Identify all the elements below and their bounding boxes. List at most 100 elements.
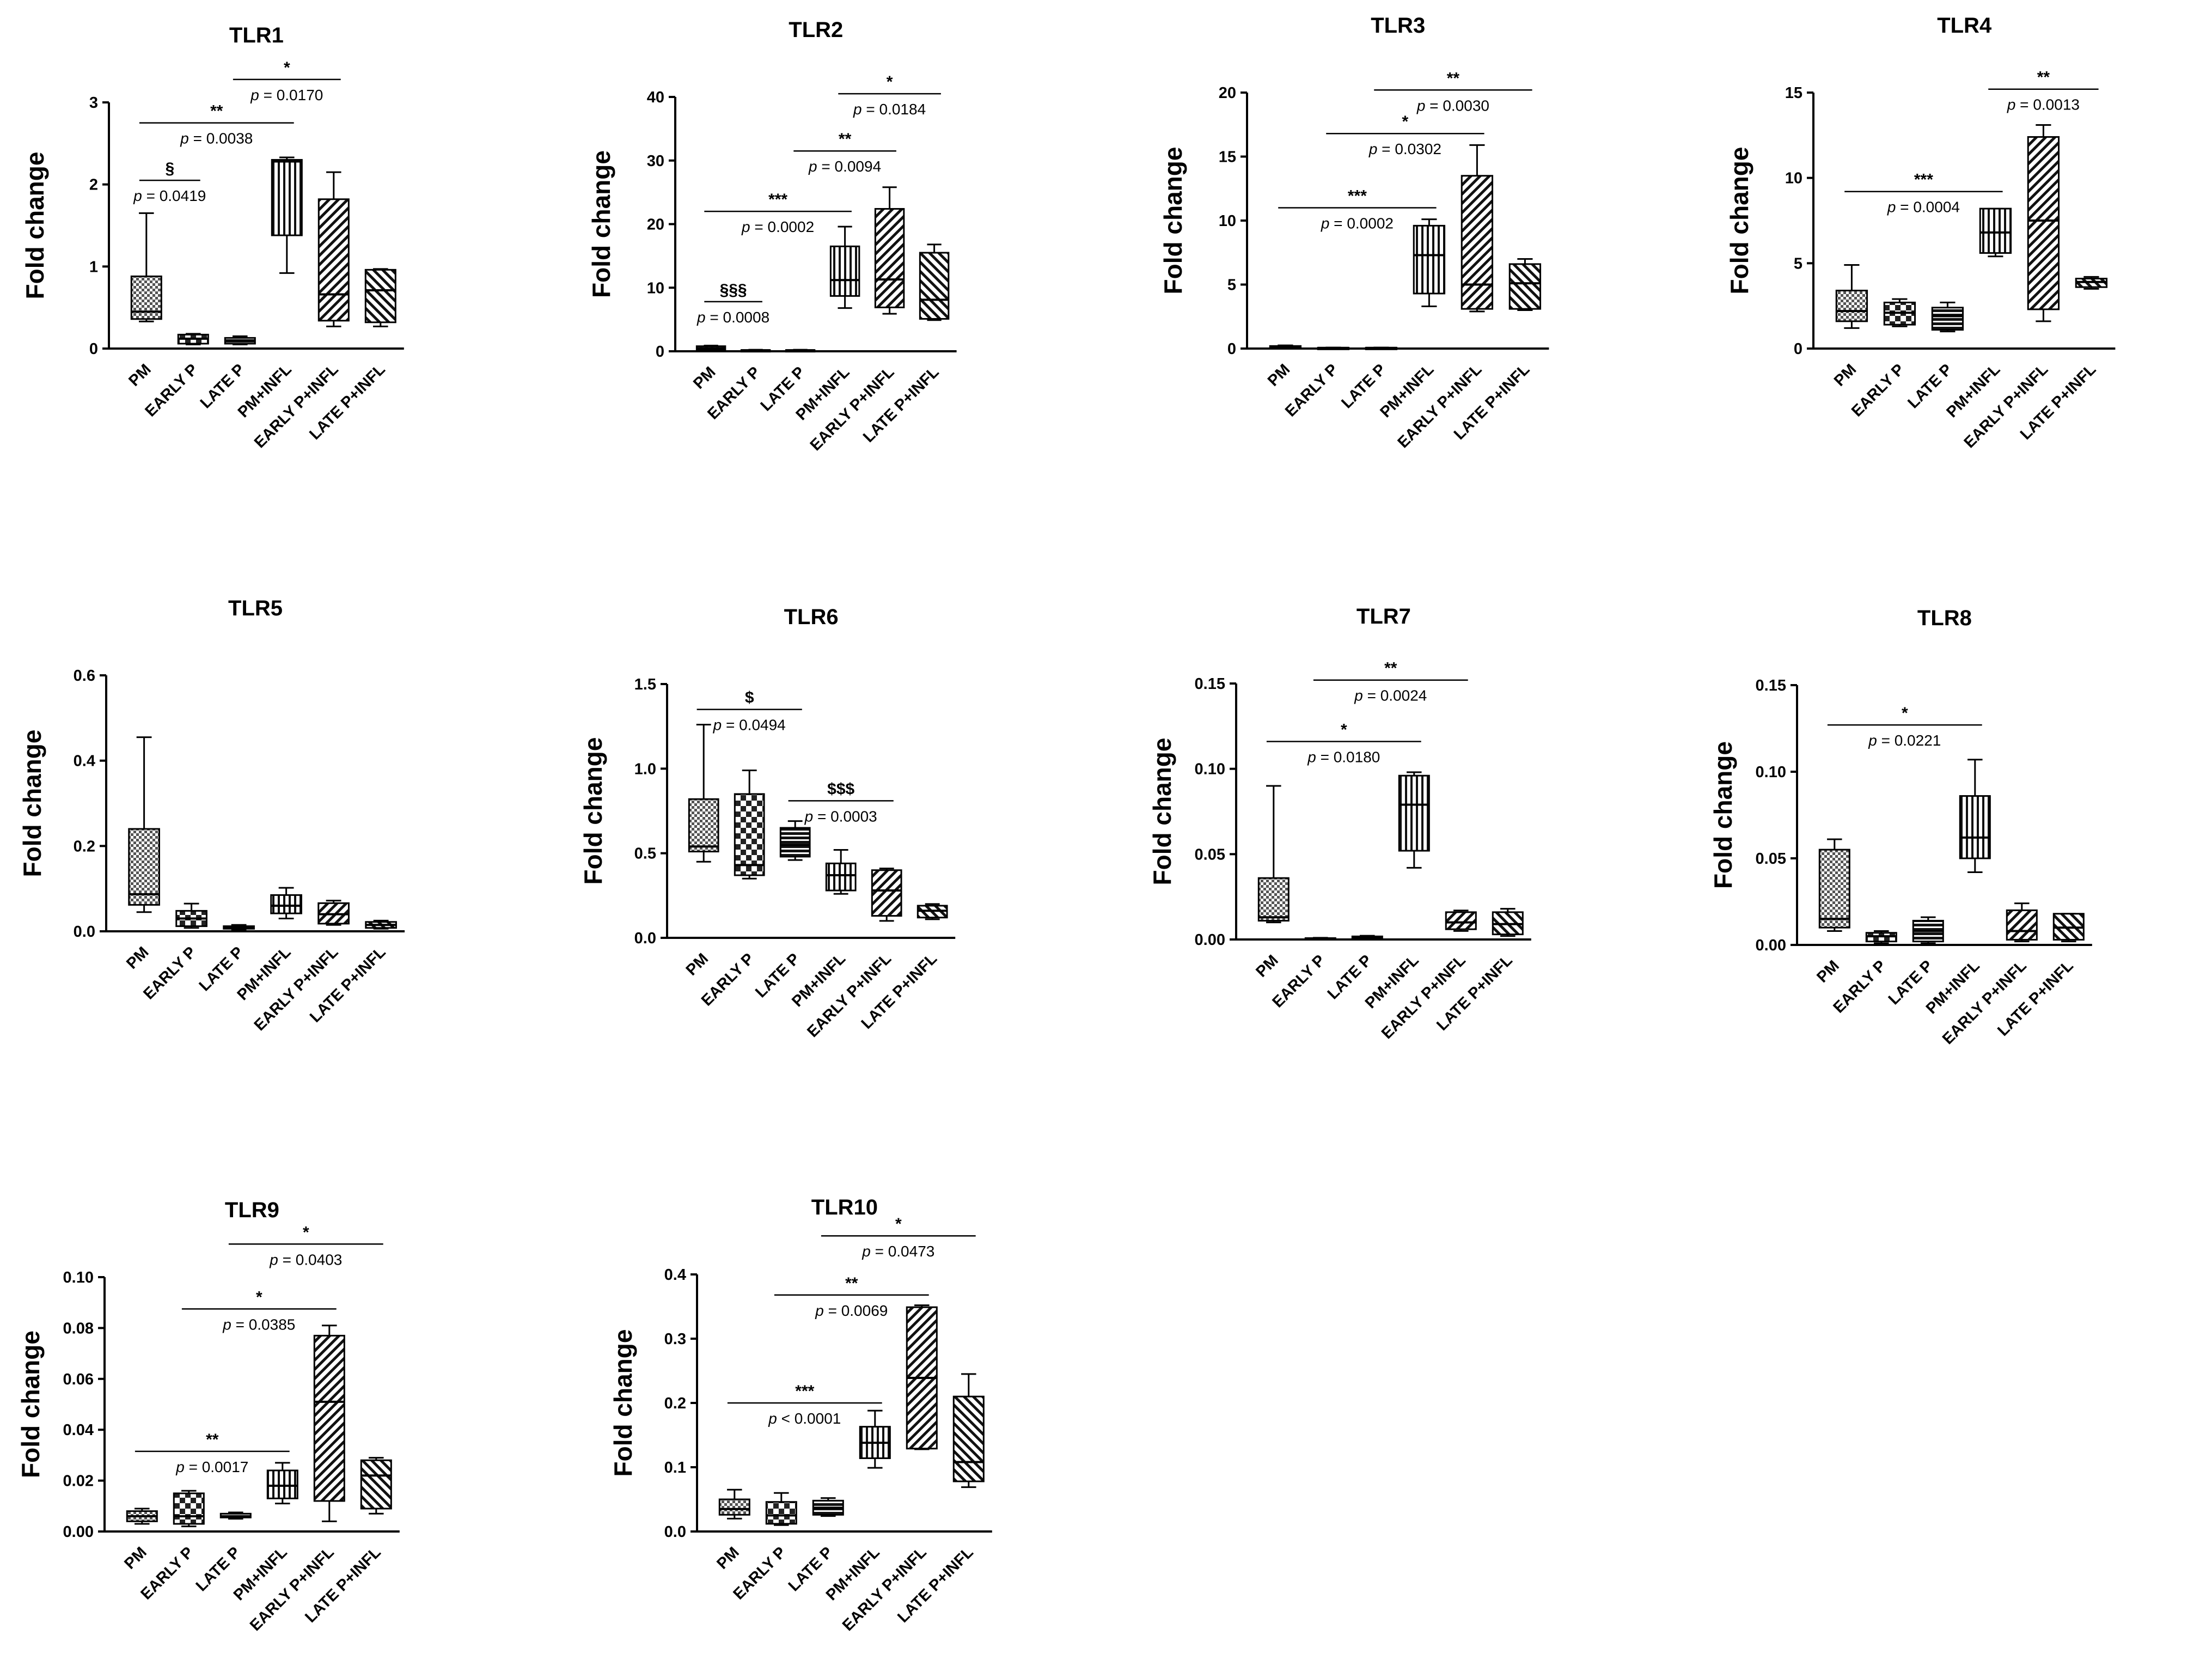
- y-tick-label: 20: [1219, 84, 1236, 102]
- y-axis-label: Fold change: [18, 730, 46, 877]
- p-value: = 0.0004: [1896, 199, 1960, 216]
- p-value-label: p = 0.0017: [175, 1459, 248, 1475]
- y-tick-label: 15: [1219, 149, 1236, 166]
- y-tick-label: 0.00: [1195, 931, 1225, 949]
- y-axis-label: Fold change: [1709, 741, 1737, 889]
- y-tick-label: 10: [647, 279, 664, 297]
- x-category-label: PM: [1813, 957, 1842, 986]
- significance-symbol: $$$: [827, 780, 854, 798]
- p-value-label: p = 0.0024: [1354, 687, 1427, 704]
- p-value: = 0.0038: [189, 130, 253, 147]
- box-1: [765, 1501, 797, 1525]
- significance-symbol: *: [895, 1215, 902, 1233]
- chart-title: TLR5: [228, 596, 283, 620]
- p-value-label: p = 0.0180: [1307, 749, 1380, 766]
- significance-symbol: **: [1447, 69, 1460, 87]
- y-tick-label: 20: [647, 216, 664, 234]
- y-tick-label: 0.5: [634, 845, 656, 863]
- p-value: < 0.0001: [777, 1410, 841, 1427]
- x-category-label: PM: [690, 363, 719, 392]
- box-4: [313, 1334, 345, 1502]
- p-value-label: p = 0.0403: [269, 1251, 342, 1268]
- y-tick-label: 1.5: [634, 676, 656, 693]
- p-symbol: p: [861, 1243, 871, 1260]
- box-3: [1413, 224, 1446, 295]
- p-value: = 0.0170: [259, 87, 323, 103]
- p-value-label: p = 0.0302: [1368, 141, 1441, 157]
- box-4: [1445, 911, 1477, 930]
- box-0: [1257, 877, 1290, 922]
- p-value: = 0.0069: [824, 1302, 888, 1319]
- y-tick-label: 0.02: [63, 1473, 94, 1490]
- significance-symbol: §§§: [720, 281, 747, 299]
- box-0: [688, 798, 719, 853]
- chart-panel-tlr8: TLR8 Fold change 0.00 0.05 0.10 0.15 PM EARLY P…: [1709, 606, 2092, 1048]
- chart-panel-tlr9: TLR9 Fold change 0.00 0.02 0.04 0.06 0.08 0.10 P…: [16, 1198, 400, 1634]
- p-value: = 0.0494: [722, 717, 786, 734]
- y-tick-label: 0.2: [74, 838, 95, 855]
- p-value: = 0.0473: [871, 1243, 935, 1260]
- p-value: = 0.0184: [862, 101, 926, 118]
- p-value: = 0.0419: [142, 187, 206, 204]
- significance-symbol: **: [2037, 69, 2050, 87]
- y-tick-label: 0.05: [1756, 850, 1786, 868]
- p-value: = 0.0003: [813, 808, 877, 825]
- significance-symbol: *: [887, 73, 893, 91]
- p-value-label: p = 0.0473: [861, 1243, 934, 1260]
- x-category-label: EARLY P+INFL: [1395, 361, 1486, 451]
- p-value-label: p = 0.0170: [250, 87, 323, 103]
- p-value: = 0.0030: [1425, 97, 1489, 114]
- x-category-label: EARLY P: [1282, 361, 1341, 420]
- p-value-label: p = 0.0221: [1868, 732, 1941, 749]
- x-category-label: EARLY P: [1848, 361, 1908, 420]
- y-tick-label: 40: [647, 89, 664, 106]
- y-tick-label: 2: [89, 176, 98, 194]
- box-3: [1398, 774, 1430, 852]
- p-symbol: p: [1887, 199, 1896, 216]
- y-tick-label: 0.0: [664, 1523, 686, 1541]
- box-3: [271, 158, 303, 236]
- p-value: = 0.0008: [706, 309, 770, 326]
- y-tick-label: 0.00: [63, 1523, 94, 1541]
- p-value-label: p = 0.0003: [804, 808, 877, 825]
- chart-panel-tlr10: TLR10 Fold change 0.0 0.1 0.2 0.3 0.4 PM EARLY P…: [609, 1195, 992, 1634]
- y-tick-label: 0.10: [1756, 764, 1786, 781]
- box-5: [364, 269, 396, 324]
- box-2: [1931, 307, 1964, 331]
- box-0: [718, 1498, 750, 1516]
- y-tick-label: 10: [1785, 170, 1802, 187]
- box-0: [128, 828, 160, 906]
- x-category-label: EARLY P+INFL: [251, 943, 342, 1034]
- p-value-label: p = 0.0069: [815, 1302, 888, 1319]
- p-symbol: p: [269, 1251, 278, 1268]
- y-tick-label: 30: [647, 152, 664, 170]
- x-category-label: PM: [1264, 361, 1293, 389]
- y-tick-label: 1: [89, 258, 98, 276]
- box-3: [270, 894, 302, 914]
- p-value-label: p = 0.0013: [2007, 96, 2080, 113]
- y-tick-label: 0.05: [1195, 846, 1225, 863]
- y-tick-label: 3: [89, 94, 98, 112]
- chart-title: TLR3: [1371, 14, 1425, 38]
- significance-symbol: *: [1402, 113, 1409, 131]
- box-1: [173, 1492, 205, 1525]
- p-symbol: p: [815, 1302, 824, 1319]
- p-symbol: p: [222, 1316, 231, 1333]
- box-5: [1508, 263, 1542, 310]
- y-tick-label: 0.10: [63, 1269, 94, 1286]
- significance-symbol: **: [206, 1431, 219, 1449]
- box-2: [779, 827, 811, 858]
- p-value: = 0.0002: [1329, 215, 1394, 232]
- p-symbol: p: [250, 87, 259, 103]
- p-value-label: p = 0.0184: [853, 101, 926, 118]
- y-tick-label: 0.2: [664, 1395, 686, 1412]
- x-category-label: EARLY P+INFL: [839, 1543, 930, 1634]
- p-symbol: p: [741, 218, 750, 235]
- p-value-label: p = 0.0038: [180, 130, 253, 147]
- box-4: [2027, 136, 2060, 310]
- chart-title: TLR4: [1937, 14, 1992, 38]
- x-category-label: LATE P+INFL: [860, 363, 943, 446]
